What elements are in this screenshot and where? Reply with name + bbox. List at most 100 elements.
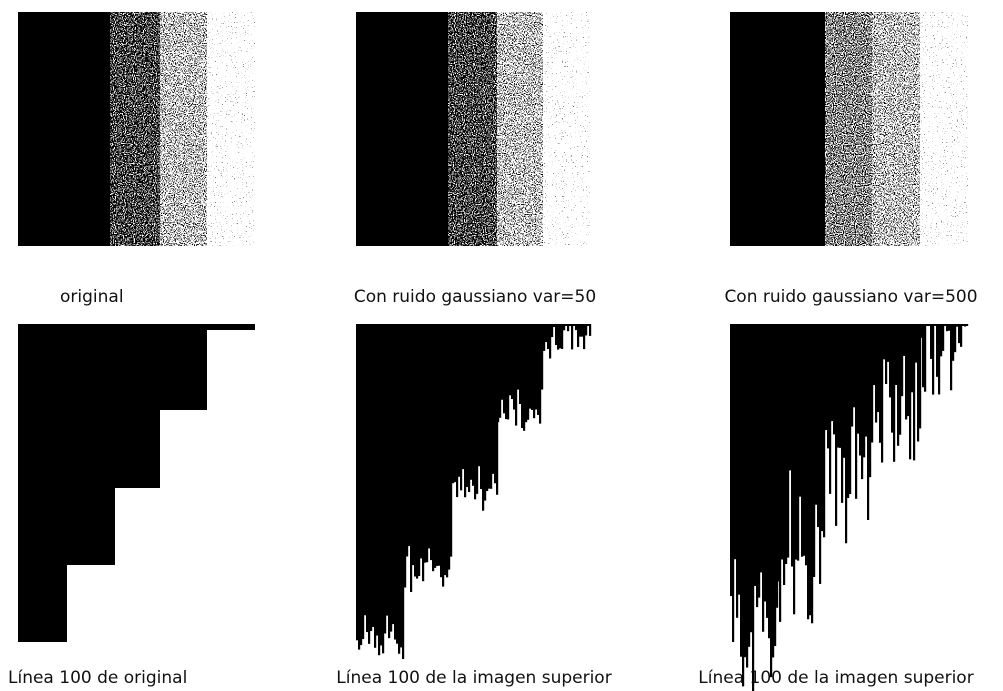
profile-bar	[857, 324, 859, 434]
profile-bar	[883, 324, 885, 359]
profile	[18, 324, 67, 642]
profile-bar	[537, 324, 539, 415]
profile-bar	[386, 324, 388, 616]
profile-bar	[841, 324, 843, 503]
profile-bar	[452, 324, 454, 483]
profile-bar	[817, 324, 819, 527]
profile-bar	[392, 324, 394, 624]
profile-bar	[837, 324, 839, 448]
profile-bar	[911, 324, 913, 392]
profile-bar	[750, 324, 752, 632]
profile-bar	[801, 324, 803, 557]
profile-bar	[964, 324, 966, 327]
profile-bar	[388, 324, 390, 638]
profile-bar	[934, 324, 936, 326]
dark-band	[730, 12, 825, 246]
profile-bar	[364, 324, 366, 615]
profile-bar	[811, 324, 813, 623]
profile-bar	[563, 324, 565, 330]
profile-bar	[509, 324, 511, 395]
profile-bar	[531, 324, 533, 410]
profile-bar	[746, 324, 748, 668]
profile-bar	[368, 324, 370, 644]
profile-bar	[913, 324, 915, 460]
profile-bar	[575, 324, 577, 330]
profile-bar	[946, 324, 948, 331]
profile	[115, 324, 160, 488]
profile-bar	[847, 324, 849, 498]
profile-bar	[573, 324, 575, 326]
profile-bar	[424, 324, 426, 563]
profile-bar	[734, 324, 736, 559]
profile-bar	[831, 324, 833, 421]
profile-bar	[785, 324, 787, 564]
profile-bar	[376, 324, 378, 636]
profile-bar	[954, 324, 956, 352]
profile-bar	[521, 324, 523, 428]
profile-bar	[497, 324, 499, 422]
profile-bar	[438, 324, 440, 566]
profile-bar	[754, 324, 756, 586]
profile-bar	[774, 324, 776, 646]
profile-bar	[430, 324, 432, 560]
profile-bar	[762, 324, 764, 632]
caption: Con ruido gaussiano var=500	[724, 287, 977, 307]
profile-bar	[764, 324, 766, 601]
profile-bar	[920, 324, 922, 338]
profile-bar	[835, 324, 837, 526]
profile-bar	[513, 324, 515, 410]
noise-band	[920, 12, 968, 246]
profile-bar	[579, 324, 581, 337]
profile-bar	[936, 324, 938, 377]
profile-bar	[738, 324, 740, 595]
profile-bar	[523, 324, 525, 431]
profile-bar	[919, 324, 921, 428]
profile-bar	[486, 324, 488, 491]
profile-bar	[398, 324, 400, 654]
profile-bar	[827, 324, 829, 448]
profile-bar	[527, 324, 529, 420]
profile-bar	[940, 324, 942, 356]
profile-bar	[356, 324, 358, 640]
profile-bar	[926, 324, 928, 326]
profile-bar	[482, 324, 484, 511]
profile-bar	[501, 324, 503, 400]
figure: original Con ruido gaussiano var=50 Con …	[0, 0, 1003, 691]
profile-bar	[442, 324, 444, 587]
profile-bar	[478, 324, 480, 466]
profile-bar	[787, 324, 789, 558]
profile-bar	[783, 324, 785, 585]
profile-bar	[944, 324, 946, 326]
profile-bar	[499, 324, 501, 418]
profile-bar	[436, 324, 438, 566]
profile-bar	[781, 324, 783, 560]
profile-bar	[519, 324, 521, 404]
profile-bar	[378, 324, 380, 655]
profile-bar	[899, 324, 901, 435]
profile-bar	[589, 324, 591, 336]
profile-bar	[859, 324, 861, 456]
profile-bar	[950, 324, 952, 390]
profile-bar	[922, 324, 924, 387]
profile-bar	[414, 324, 416, 577]
noise-band	[448, 12, 497, 246]
profile-bar	[535, 324, 537, 409]
profile-bar	[559, 324, 561, 348]
profile-bar	[422, 324, 424, 581]
profile-bar	[358, 324, 360, 650]
profile-bar	[507, 324, 509, 419]
profile-bar	[805, 324, 807, 565]
profile-bar	[851, 324, 853, 427]
profile-bar	[480, 324, 482, 489]
profile-bar	[488, 324, 490, 489]
profile-bar	[545, 324, 547, 342]
profile-bar	[871, 324, 873, 443]
profile-bar	[539, 324, 541, 424]
profile-bar	[903, 324, 905, 356]
profile-bar	[766, 324, 768, 618]
profile-bar	[450, 324, 452, 557]
profile-bar	[426, 324, 428, 562]
profile-bar	[823, 324, 825, 537]
profile-bar	[887, 324, 889, 362]
profile-bar	[549, 324, 551, 358]
